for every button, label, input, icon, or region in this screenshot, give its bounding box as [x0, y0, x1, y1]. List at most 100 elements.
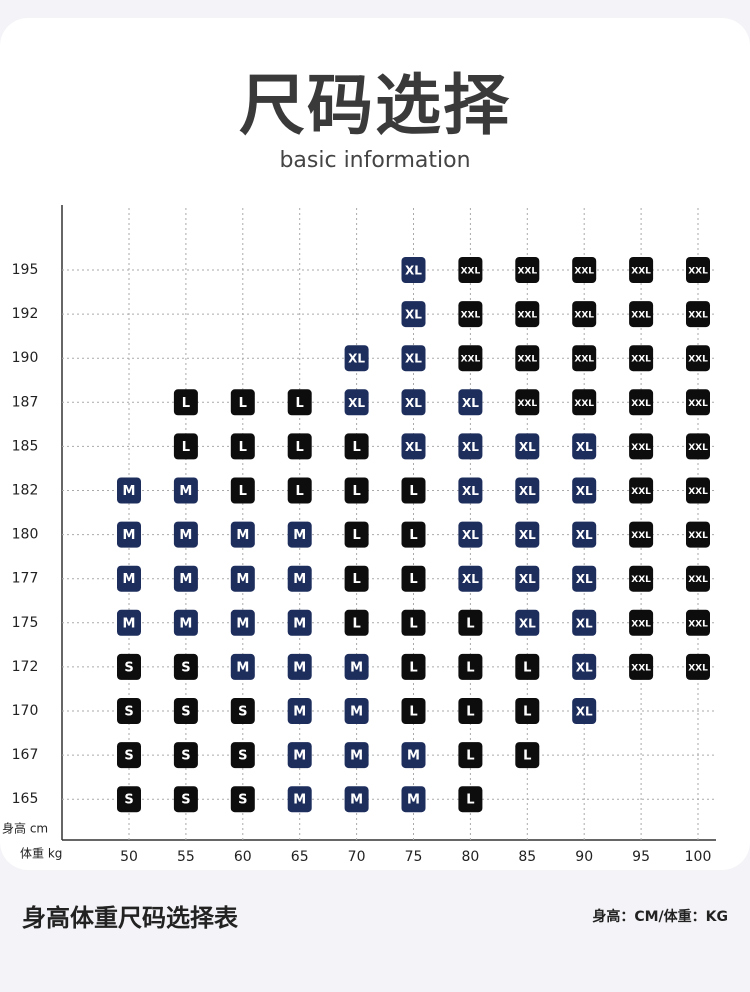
- size-badge: [572, 257, 597, 283]
- size-badge: [401, 389, 426, 416]
- y-tick-label: 195: [12, 262, 39, 278]
- size-label: S: [124, 793, 133, 808]
- size-badge: [515, 389, 540, 416]
- size-badge: [173, 742, 198, 769]
- x-tick-label: 85: [518, 849, 536, 865]
- size-badge: [515, 257, 540, 283]
- size-label: XL: [576, 660, 593, 674]
- size-label: XXL: [688, 267, 708, 277]
- size-badge: [173, 786, 198, 813]
- size-badge: [686, 389, 710, 416]
- size-badge: [458, 389, 483, 416]
- size-badge: [230, 433, 255, 460]
- size-badge: [287, 742, 312, 769]
- size-badge: [572, 477, 597, 504]
- size-badge: [572, 653, 597, 680]
- size-label: XL: [462, 528, 479, 542]
- y-tick-label: 192: [12, 306, 39, 322]
- size-badge: [287, 389, 312, 416]
- size-label: L: [239, 440, 247, 455]
- size-label: S: [181, 660, 190, 675]
- subtitle: basic information: [279, 148, 471, 173]
- size-label: M: [123, 616, 136, 631]
- size-badge: [515, 433, 540, 460]
- size-badge: [173, 433, 198, 460]
- size-label: L: [352, 572, 360, 587]
- size-label: M: [179, 616, 192, 631]
- y-tick-label: 167: [12, 747, 39, 763]
- size-badge: [287, 565, 312, 592]
- size-badge: [117, 653, 141, 680]
- size-badge: [629, 609, 654, 636]
- size-label: XL: [519, 440, 536, 454]
- size-label: M: [293, 660, 306, 675]
- size-label: M: [123, 572, 136, 587]
- size-label: XXL: [574, 311, 594, 321]
- size-label: XL: [576, 528, 593, 542]
- size-badge: [686, 433, 710, 460]
- size-label: M: [293, 749, 306, 764]
- size-label: L: [296, 396, 304, 411]
- size-label: XXL: [574, 399, 594, 409]
- size-label: XXL: [688, 443, 708, 453]
- size-label: L: [182, 440, 190, 455]
- size-badge: [458, 653, 483, 680]
- size-badge: [117, 609, 141, 636]
- size-badge: [458, 477, 483, 504]
- size-badge: [401, 345, 426, 372]
- size-label: XL: [405, 440, 422, 454]
- size-label: L: [352, 528, 360, 543]
- size-badge: [458, 609, 483, 636]
- size-badge: [515, 301, 540, 328]
- size-label: XL: [519, 572, 536, 586]
- size-label: L: [409, 705, 417, 720]
- card: [0, 18, 750, 870]
- size-badge: [458, 565, 483, 592]
- size-label: XXL: [517, 355, 537, 365]
- size-label: M: [236, 572, 249, 587]
- size-label: L: [466, 749, 474, 764]
- size-label: XXL: [461, 355, 481, 365]
- size-badge: [629, 653, 654, 680]
- size-label: L: [352, 616, 360, 631]
- size-label: XL: [576, 616, 593, 630]
- size-label: XL: [576, 572, 593, 586]
- size-badge: [401, 742, 426, 769]
- size-badge: [230, 742, 255, 769]
- size-badge: [230, 698, 255, 724]
- y-tick-label: 187: [12, 394, 39, 410]
- size-label: L: [296, 440, 304, 455]
- size-label: M: [179, 572, 192, 587]
- size-badge: [686, 565, 710, 592]
- size-label: XXL: [517, 267, 537, 277]
- size-badge: [344, 786, 369, 813]
- size-label: M: [123, 484, 136, 499]
- size-label: XXL: [631, 267, 651, 277]
- size-label: M: [350, 793, 363, 808]
- size-label: M: [407, 749, 420, 764]
- x-tick-label: 80: [461, 849, 479, 865]
- size-badge: [173, 653, 198, 680]
- size-badge: [344, 433, 369, 460]
- size-badge: [117, 565, 141, 592]
- size-badge: [173, 698, 198, 724]
- size-label: XXL: [688, 575, 708, 585]
- size-badge: [401, 609, 426, 636]
- size-label: L: [352, 440, 360, 455]
- size-label: XXL: [688, 531, 708, 541]
- size-label: S: [181, 705, 190, 720]
- size-badge: [515, 653, 540, 680]
- size-badge: [629, 345, 654, 372]
- size-badge: [458, 698, 483, 724]
- size-label: XXL: [631, 487, 651, 497]
- size-grid: 身高 cm 体重 kg 50 55 60 65 70 75 80 85 90 95 100 195 19…: [2, 205, 716, 865]
- size-badge: [344, 698, 369, 724]
- size-badge: [287, 786, 312, 813]
- size-badge: [515, 609, 540, 636]
- size-label: L: [409, 616, 417, 631]
- y-tick-label: 180: [12, 527, 39, 543]
- size-label: XXL: [688, 487, 708, 497]
- size-badge: [572, 698, 597, 724]
- size-label: M: [293, 793, 306, 808]
- size-badge: [230, 389, 255, 416]
